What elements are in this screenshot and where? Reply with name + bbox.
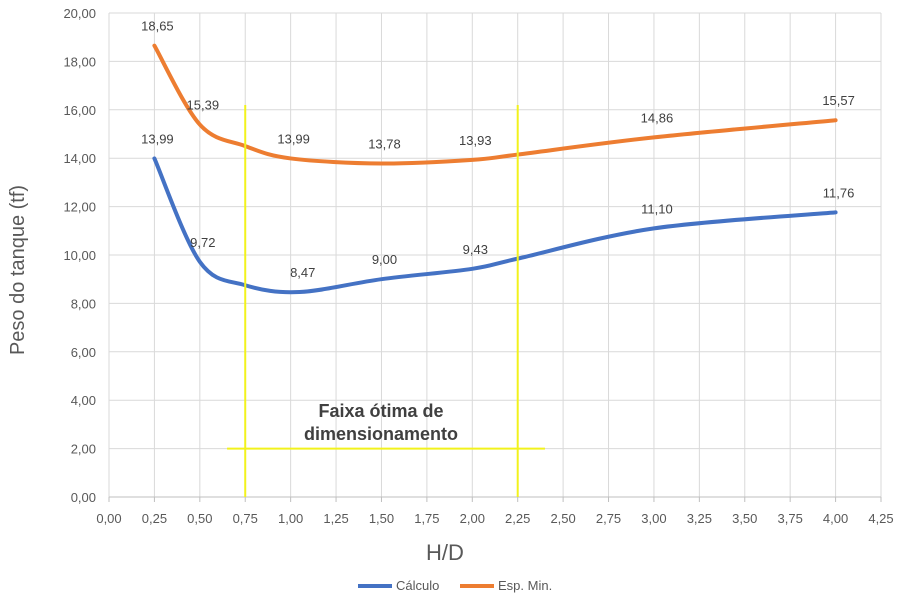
axes bbox=[108, 496, 882, 502]
y-tick-label: 6,00 bbox=[71, 345, 96, 360]
x-axis-label: H/D bbox=[426, 540, 464, 565]
data-labels: 13,99 9,72 8,47 9,00 9,43 11,10 11,76 18,65 15,3… bbox=[141, 19, 855, 280]
y-tick-label: 8,00 bbox=[71, 296, 96, 311]
legend-label-esp-min: Esp. Min. bbox=[498, 578, 552, 593]
series-lines bbox=[152, 43, 838, 295]
x-tick-labels: 0,00 0,25 0,50 0,75 1,00 1,25 1,50 1,75 2,00 2,25… bbox=[96, 511, 893, 526]
series-line-calculo bbox=[152, 156, 838, 295]
grid-lines bbox=[108, 12, 882, 498]
x-tick-label: 0,75 bbox=[233, 511, 258, 526]
x-tick-label: 4,00 bbox=[823, 511, 848, 526]
data-label: 15,57 bbox=[822, 93, 855, 108]
data-label: 8,47 bbox=[290, 265, 315, 280]
data-label: 11,76 bbox=[823, 185, 855, 200]
y-tick-label: 4,00 bbox=[71, 393, 96, 408]
y-tick-label: 18,00 bbox=[63, 54, 96, 69]
y-tick-label: 12,00 bbox=[63, 200, 96, 215]
y-tick-label: 0,00 bbox=[71, 490, 96, 505]
y-tick-label: 10,00 bbox=[63, 248, 96, 263]
y-tick-labels: 0,00 2,00 4,00 6,00 8,00 10,00 12,00 14,00 16,00… bbox=[63, 6, 96, 505]
x-tick-label: 1,25 bbox=[323, 511, 348, 526]
data-label: 11,10 bbox=[641, 201, 673, 216]
x-tick-label: 3,75 bbox=[778, 511, 803, 526]
x-tick-label: 1,50 bbox=[369, 511, 394, 526]
data-label: 9,43 bbox=[463, 242, 488, 257]
series-line-esp-min bbox=[152, 43, 838, 166]
x-tick-label: 2,50 bbox=[550, 511, 575, 526]
x-tick-label: 3,50 bbox=[732, 511, 757, 526]
x-tick-label: 4,25 bbox=[868, 511, 893, 526]
x-tick-label: 1,75 bbox=[414, 511, 439, 526]
x-tick-label: 0,25 bbox=[142, 511, 167, 526]
annotation-line-2: dimensionamento bbox=[304, 424, 458, 444]
data-label: 13,93 bbox=[459, 133, 492, 148]
y-tick-label: 20,00 bbox=[63, 6, 96, 21]
x-tick-label: 3,25 bbox=[687, 511, 712, 526]
x-tick-label: 1,00 bbox=[278, 511, 303, 526]
data-label: 13,78 bbox=[368, 137, 401, 152]
data-label: 9,72 bbox=[190, 235, 215, 250]
y-axis-label: Peso do tanque (tf) bbox=[7, 185, 29, 355]
x-tick-label: 0,50 bbox=[187, 511, 212, 526]
optimal-range-annotation: Faixa ótima de dimensionamento bbox=[227, 104, 545, 497]
legend: Cálculo Esp. Min. bbox=[358, 578, 552, 593]
y-tick-label: 2,00 bbox=[71, 442, 96, 457]
data-label: 14,86 bbox=[641, 110, 674, 125]
data-label: 18,65 bbox=[141, 19, 174, 34]
y-tick-label: 16,00 bbox=[63, 103, 96, 118]
data-label: 9,00 bbox=[372, 252, 397, 267]
x-tick-label: 2,75 bbox=[596, 511, 621, 526]
x-tick-label: 0,00 bbox=[96, 511, 121, 526]
data-label: 13,99 bbox=[277, 131, 310, 146]
y-tick-label: 14,00 bbox=[63, 151, 96, 166]
data-label: 13,99 bbox=[141, 131, 174, 146]
annotation-line-1: Faixa ótima de bbox=[318, 401, 443, 421]
x-tick-label: 3,00 bbox=[641, 511, 666, 526]
data-label: 15,39 bbox=[187, 98, 220, 113]
x-tick-label: 2,25 bbox=[505, 511, 530, 526]
legend-label-calculo: Cálculo bbox=[396, 578, 439, 593]
x-tick-label: 2,00 bbox=[460, 511, 485, 526]
